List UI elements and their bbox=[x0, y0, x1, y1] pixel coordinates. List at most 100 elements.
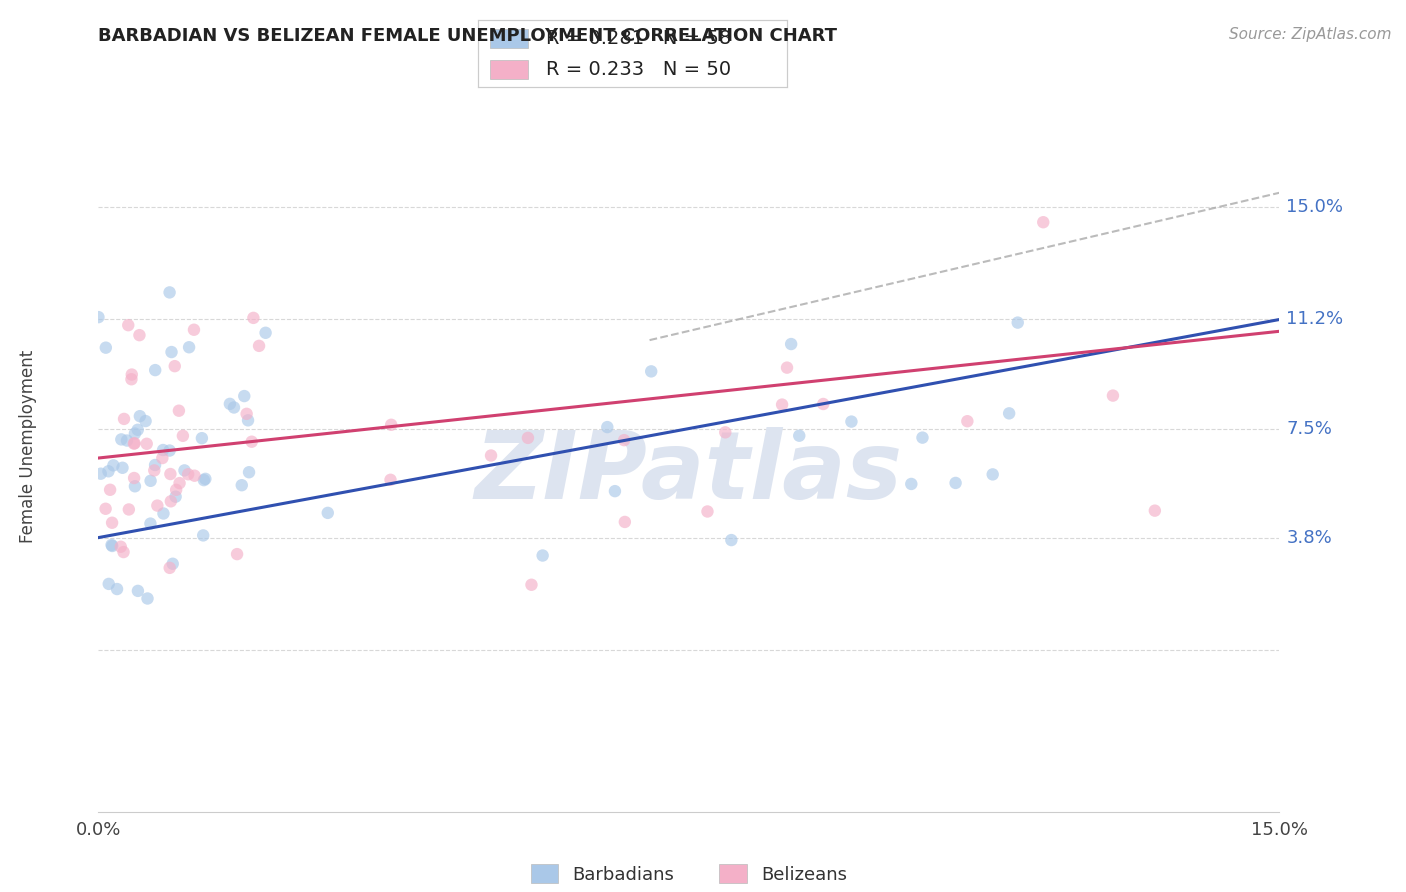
Point bbox=[900, 477, 922, 491]
Text: R = 0.281   N = 58: R = 0.281 N = 58 bbox=[546, 29, 731, 48]
Point bbox=[162, 557, 184, 571]
Point bbox=[603, 484, 626, 499]
Point bbox=[135, 414, 157, 428]
Point bbox=[143, 363, 166, 377]
Point bbox=[152, 507, 174, 521]
Point bbox=[110, 433, 132, 447]
Point bbox=[776, 360, 799, 375]
Point bbox=[101, 516, 124, 530]
Point bbox=[159, 285, 181, 300]
Point bbox=[1032, 215, 1054, 229]
Point bbox=[787, 428, 810, 442]
Point bbox=[117, 318, 139, 333]
Point bbox=[613, 433, 636, 447]
Point bbox=[110, 540, 132, 554]
Point bbox=[103, 458, 125, 473]
Point bbox=[127, 423, 149, 437]
Point bbox=[105, 582, 128, 596]
Point bbox=[380, 473, 402, 487]
FancyBboxPatch shape bbox=[491, 60, 527, 78]
Point bbox=[122, 471, 145, 485]
FancyBboxPatch shape bbox=[491, 29, 527, 48]
Point bbox=[1143, 503, 1166, 517]
Point bbox=[169, 476, 191, 491]
Point bbox=[714, 425, 737, 440]
Point bbox=[159, 561, 181, 575]
Text: 7.5%: 7.5% bbox=[1286, 419, 1333, 438]
Point bbox=[172, 429, 194, 443]
Text: R = 0.233   N = 50: R = 0.233 N = 50 bbox=[546, 60, 731, 79]
Point bbox=[121, 368, 143, 382]
Point bbox=[247, 339, 270, 353]
Point bbox=[124, 436, 146, 450]
Point bbox=[150, 451, 173, 466]
Point bbox=[159, 467, 181, 481]
Point bbox=[146, 499, 169, 513]
Point bbox=[112, 412, 135, 426]
Point bbox=[98, 483, 121, 497]
Point bbox=[177, 467, 200, 482]
Point bbox=[124, 479, 146, 493]
Point bbox=[163, 359, 186, 373]
Point bbox=[191, 431, 214, 445]
Point bbox=[143, 458, 166, 472]
Point bbox=[242, 310, 264, 325]
Point bbox=[120, 372, 142, 386]
Point bbox=[135, 437, 157, 451]
Point bbox=[111, 460, 134, 475]
Point bbox=[235, 407, 257, 421]
Point bbox=[1007, 316, 1029, 330]
Point bbox=[160, 494, 183, 508]
Text: 15.0%: 15.0% bbox=[1286, 199, 1344, 217]
Point bbox=[1102, 388, 1125, 402]
Point bbox=[143, 463, 166, 477]
Point bbox=[136, 591, 159, 606]
Point bbox=[159, 443, 181, 458]
Point bbox=[813, 397, 835, 411]
Point bbox=[115, 434, 138, 448]
Legend: Barbadians, Belizeans: Barbadians, Belizeans bbox=[523, 857, 855, 891]
Point bbox=[770, 398, 793, 412]
Point bbox=[254, 326, 277, 340]
Point bbox=[613, 515, 636, 529]
Text: BARBADIAN VS BELIZEAN FEMALE UNEMPLOYMENT CORRELATION CHART: BARBADIAN VS BELIZEAN FEMALE UNEMPLOYMEN… bbox=[98, 27, 838, 45]
Point bbox=[100, 538, 122, 552]
Point bbox=[998, 406, 1021, 420]
Point bbox=[152, 443, 174, 458]
Text: Female Unemployment: Female Unemployment bbox=[20, 350, 37, 542]
Text: Source: ZipAtlas.com: Source: ZipAtlas.com bbox=[1229, 27, 1392, 42]
Point bbox=[640, 364, 662, 378]
Point bbox=[720, 533, 742, 547]
Point bbox=[193, 528, 215, 542]
Point bbox=[956, 414, 979, 428]
Point bbox=[183, 323, 205, 337]
Point bbox=[124, 426, 146, 441]
Point bbox=[173, 463, 195, 477]
Point bbox=[316, 506, 339, 520]
Point bbox=[380, 417, 402, 432]
Point bbox=[112, 545, 135, 559]
Point bbox=[780, 337, 803, 351]
Point bbox=[128, 409, 150, 424]
Point bbox=[516, 431, 538, 445]
Point bbox=[193, 473, 215, 487]
Point bbox=[165, 483, 187, 497]
Point bbox=[127, 583, 149, 598]
Point bbox=[218, 397, 240, 411]
Point bbox=[596, 420, 619, 434]
Point bbox=[240, 434, 263, 449]
Point bbox=[177, 340, 200, 354]
Point bbox=[531, 549, 554, 563]
Point bbox=[981, 467, 1004, 482]
Text: ZIPatlas: ZIPatlas bbox=[475, 426, 903, 519]
Text: 3.8%: 3.8% bbox=[1286, 529, 1333, 547]
Point bbox=[97, 464, 120, 478]
Point bbox=[945, 475, 967, 490]
Point bbox=[128, 328, 150, 343]
Point bbox=[222, 401, 245, 415]
Point bbox=[238, 465, 260, 479]
Point bbox=[226, 547, 249, 561]
Point bbox=[520, 578, 543, 592]
Point bbox=[233, 389, 256, 403]
Point bbox=[236, 413, 259, 427]
